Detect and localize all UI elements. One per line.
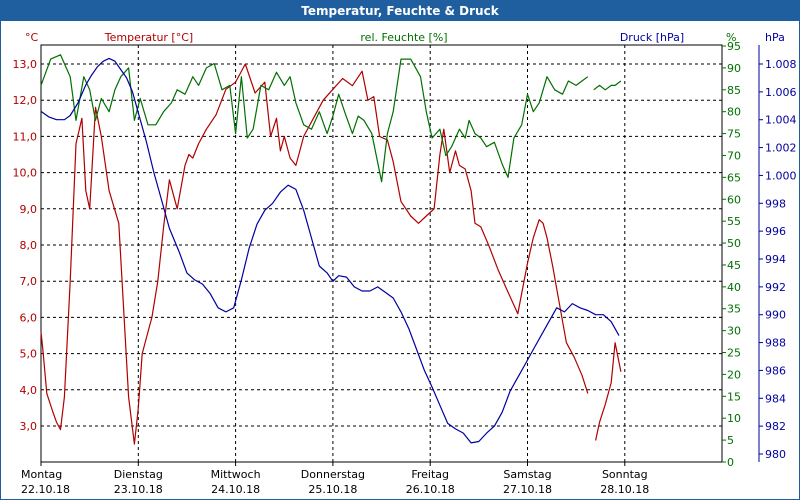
- hum-tick-label: 50: [727, 237, 741, 250]
- x-tick-day: Sonntag: [602, 468, 648, 481]
- press-tick-label: 984: [765, 392, 786, 405]
- x-tick-day: Montag: [21, 468, 62, 481]
- hum-tick-label: 45: [727, 259, 741, 272]
- press-tick-label: 988: [765, 337, 786, 350]
- x-tick-day: Dienstag: [114, 468, 163, 481]
- temp-tick-label: 10,0: [13, 167, 38, 180]
- press-tick-label: 980: [765, 448, 786, 461]
- temp-unit: °C: [25, 31, 39, 44]
- temp-tick-label: 3,0: [20, 420, 38, 433]
- press-tick-label: 994: [765, 253, 786, 266]
- hum-tick-label: 60: [727, 193, 741, 206]
- hum-tick-label: 5: [727, 434, 734, 447]
- press-tick-label: 986: [765, 364, 786, 377]
- hum-tick-label: 15: [727, 390, 741, 403]
- hum-tick-label: 95: [727, 40, 741, 53]
- hum-tick-label: 10: [727, 412, 741, 425]
- series-line-temperature: [40, 63, 622, 445]
- press-tick-label: 1.008: [765, 58, 797, 71]
- temp-tick-label: 5,0: [20, 348, 38, 361]
- x-tick-date: 25.10.18: [308, 483, 357, 496]
- hum-unit: %: [726, 31, 736, 44]
- press-tick-label: 998: [765, 197, 786, 210]
- temp-tick-label: 12,0: [13, 94, 38, 107]
- series-line-humidity: [40, 54, 622, 183]
- hum-tick-label: 90: [727, 62, 741, 75]
- hum-tick-label: 20: [727, 368, 741, 381]
- hum-tick-label: 75: [727, 128, 741, 141]
- hum-tick-label: 70: [727, 149, 741, 162]
- temp-tick-label: 6,0: [20, 311, 38, 324]
- x-tick-date: 28.10.18: [600, 483, 649, 496]
- temp-axis-label: Temperatur [°C]: [104, 31, 193, 44]
- hum-tick-label: 80: [727, 106, 741, 119]
- chart: 13,0 12,0 11,0 10,0 9,0 8,0 7,0 6,0 5,0 4,0 3,0 Mon…: [13, 31, 797, 496]
- x-tick-day: Donnerstag: [301, 468, 365, 481]
- press-tick-label: 982: [765, 420, 786, 433]
- press-tick-label: 996: [765, 225, 786, 238]
- hum-tick-label: 0: [727, 456, 734, 469]
- series-line-pressure: [40, 57, 620, 444]
- hum-tick-label: 85: [727, 84, 741, 97]
- hum-tick-label: 55: [727, 215, 741, 228]
- press-tick-label: 990: [765, 309, 786, 322]
- x-tick-day: Samstag: [503, 468, 551, 481]
- temp-tick-label: 11,0: [13, 130, 38, 143]
- x-tick-date: 26.10.18: [406, 483, 455, 496]
- temp-tick-label: 4,0: [20, 384, 38, 397]
- press-tick-label: 992: [765, 281, 786, 294]
- plot-frame: [40, 44, 723, 463]
- temp-tick-label: 7,0: [20, 275, 38, 288]
- x-tick-date: 24.10.18: [211, 483, 260, 496]
- press-tick-label: 1.004: [765, 114, 797, 127]
- press-unit: hPa: [765, 31, 785, 44]
- axes: [40, 44, 763, 466]
- press-tick-label: 1.002: [765, 142, 797, 155]
- x-tick-day: Freitag: [411, 468, 449, 481]
- window-title: Temperatur, Feuchte & Druck: [1, 1, 799, 21]
- temp-tick-label: 8,0: [20, 239, 38, 252]
- x-tick-date: 22.10.18: [21, 483, 70, 496]
- hum-tick-label: 30: [727, 325, 741, 338]
- temp-tick-label: 9,0: [20, 203, 38, 216]
- temp-tick-label: 13,0: [13, 58, 38, 71]
- press-tick-label: 1.006: [765, 86, 797, 99]
- press-axis-label: Druck [hPa]: [620, 31, 684, 44]
- series-layer: [40, 54, 622, 445]
- x-tick-date: 23.10.18: [114, 483, 163, 496]
- hum-axis-label: rel. Feuchte [%]: [360, 31, 447, 44]
- x-tick-date: 27.10.18: [503, 483, 552, 496]
- hum-tick-label: 65: [727, 171, 741, 184]
- hum-tick-label: 25: [727, 347, 741, 360]
- labels: 13,0 12,0 11,0 10,0 9,0 8,0 7,0 6,0 5,0 4,0 3,0 Mon…: [13, 31, 797, 496]
- x-tick-day: Mittwoch: [211, 468, 261, 481]
- hum-tick-label: 35: [727, 303, 741, 316]
- hum-tick-label: 40: [727, 281, 741, 294]
- press-tick-label: 1.000: [765, 169, 797, 182]
